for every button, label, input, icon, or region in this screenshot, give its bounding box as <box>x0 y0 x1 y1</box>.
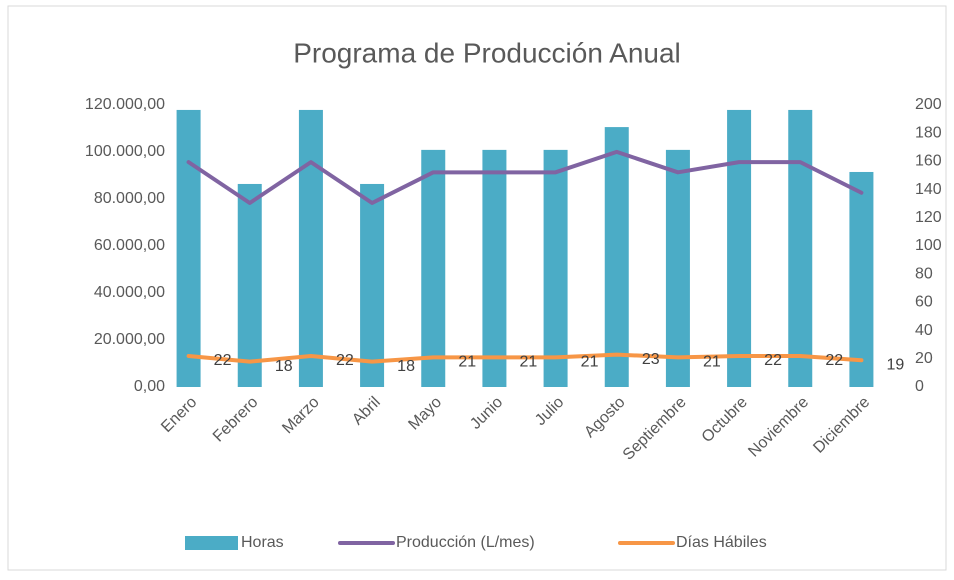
y-tick-label: 60.000,00 <box>94 237 165 254</box>
legend-label: Horas <box>241 534 284 551</box>
y2-tick-label: 200 <box>915 96 942 113</box>
data-label: 23 <box>642 351 660 368</box>
bar <box>482 149 507 387</box>
line <box>186 149 864 205</box>
y2-tick-label: 20 <box>915 350 933 367</box>
bar <box>298 109 323 387</box>
data-label: 22 <box>825 352 843 369</box>
y2-tick-label: 180 <box>915 124 942 141</box>
bar <box>421 149 446 387</box>
data-label: 19 <box>887 356 905 373</box>
data-label: 22 <box>764 352 782 369</box>
chart-title: Programa de Producción Anual <box>293 37 681 68</box>
data-label: 21 <box>703 354 721 371</box>
bar <box>788 109 813 387</box>
bar <box>849 171 874 387</box>
data-label: 21 <box>581 354 599 371</box>
data-label: 21 <box>520 354 538 371</box>
y2-tick-label: 120 <box>915 209 942 226</box>
legend-label: Días Hábiles <box>676 534 767 551</box>
y2-tick-label: 80 <box>915 265 933 282</box>
bar <box>727 109 752 387</box>
data-label: 22 <box>336 352 354 369</box>
y2-tick-label: 60 <box>915 294 933 311</box>
y2-tick-label: 100 <box>915 237 942 254</box>
legend-swatch <box>185 536 238 550</box>
y2-tick-label: 140 <box>915 181 942 198</box>
y-tick-label: 80.000,00 <box>94 190 165 207</box>
y2-tick-label: 0 <box>915 378 924 395</box>
bar <box>176 109 201 387</box>
data-label: 18 <box>275 358 293 375</box>
y2-tick-label: 160 <box>915 153 942 170</box>
y-tick-label: 120.000,00 <box>85 96 165 113</box>
y-tick-label: 20.000,00 <box>94 331 165 348</box>
data-label: 18 <box>397 358 415 375</box>
data-label: 21 <box>458 354 476 371</box>
line <box>186 352 864 364</box>
bar <box>360 183 385 387</box>
bar <box>665 149 690 387</box>
legend-label: Producción (L/mes) <box>396 534 535 551</box>
bar <box>237 183 262 387</box>
y-tick-label: 100.000,00 <box>85 143 165 160</box>
bar <box>604 127 629 387</box>
data-label: 22 <box>214 352 232 369</box>
y-tick-label: 40.000,00 <box>94 284 165 301</box>
y2-tick-label: 40 <box>915 322 933 339</box>
y-tick-label: 0,00 <box>134 378 165 395</box>
bar <box>543 149 568 387</box>
